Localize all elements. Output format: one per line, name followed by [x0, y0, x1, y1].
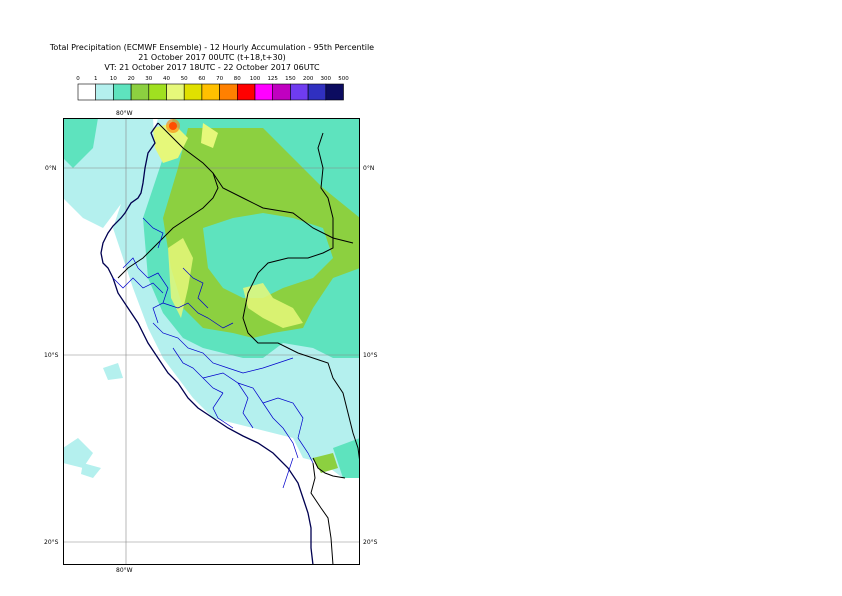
legend-label: 1	[94, 76, 98, 82]
legend-label: 60	[198, 76, 205, 82]
legend-swatch	[77, 83, 97, 101]
legend-swatch	[237, 83, 256, 101]
validity-time: VT: 21 October 2017 18UTC - 22 October 2…	[104, 63, 320, 72]
lat-label-left-10s: 10°S	[44, 352, 59, 359]
legend-label: 0	[76, 76, 80, 82]
legend-label: 150	[285, 76, 296, 82]
legend-label: 40	[163, 76, 170, 82]
legend-swatch	[201, 83, 220, 101]
lat-label-right-20s: 20°S	[363, 539, 378, 546]
legend-label: 80	[234, 76, 241, 82]
lat-label-left-0: 0°N	[45, 165, 57, 172]
legend-label: 100	[250, 76, 261, 82]
country-borders	[117, 122, 361, 566]
region-borders	[112, 217, 314, 489]
precipitation-map	[63, 118, 361, 566]
legend-label: 20	[128, 76, 135, 82]
legend-swatch	[166, 83, 185, 101]
coastline	[100, 122, 314, 566]
legend-label: 300	[321, 76, 332, 82]
legend-swatch	[219, 83, 238, 101]
legend-swatch	[325, 83, 344, 101]
color-legend: 0 1 10 20 30 40 50 60 70 80 100 125 150 200 300 500	[76, 76, 349, 101]
legend-label: 500	[338, 76, 349, 82]
land-precip-field	[113, 118, 360, 478]
legend-swatch	[130, 83, 150, 101]
legend-swatch	[95, 83, 114, 101]
lon-label-top: 80°W	[116, 110, 133, 117]
legend-label: 10	[110, 76, 117, 82]
legend-label: 200	[303, 76, 314, 82]
ocean-precip-patches	[63, 118, 155, 478]
base-time: 21 October 2017 00UTC (t+18,t+30)	[138, 53, 286, 62]
lat-label-right-0: 0°N	[363, 165, 375, 172]
lat-label-right-10s: 10°S	[363, 352, 378, 359]
legend-label: 50	[181, 76, 188, 82]
lat-label-left-20s: 20°S	[44, 539, 59, 546]
legend-label: 125	[267, 76, 278, 82]
legend-swatch	[254, 83, 274, 101]
legend-swatch	[183, 83, 203, 101]
legend-swatch	[290, 83, 309, 101]
chart-title: Total Precipitation (ECMWF Ensemble) - 1…	[49, 43, 375, 52]
legend-swatch	[272, 83, 291, 101]
legend-label: 30	[145, 76, 152, 82]
legend-swatch	[148, 83, 167, 101]
legend-swatch	[307, 83, 327, 101]
lon-label-bottom: 80°W	[116, 567, 133, 574]
graticule	[63, 118, 360, 565]
legend-swatch	[113, 83, 132, 101]
legend-label: 70	[216, 76, 223, 82]
